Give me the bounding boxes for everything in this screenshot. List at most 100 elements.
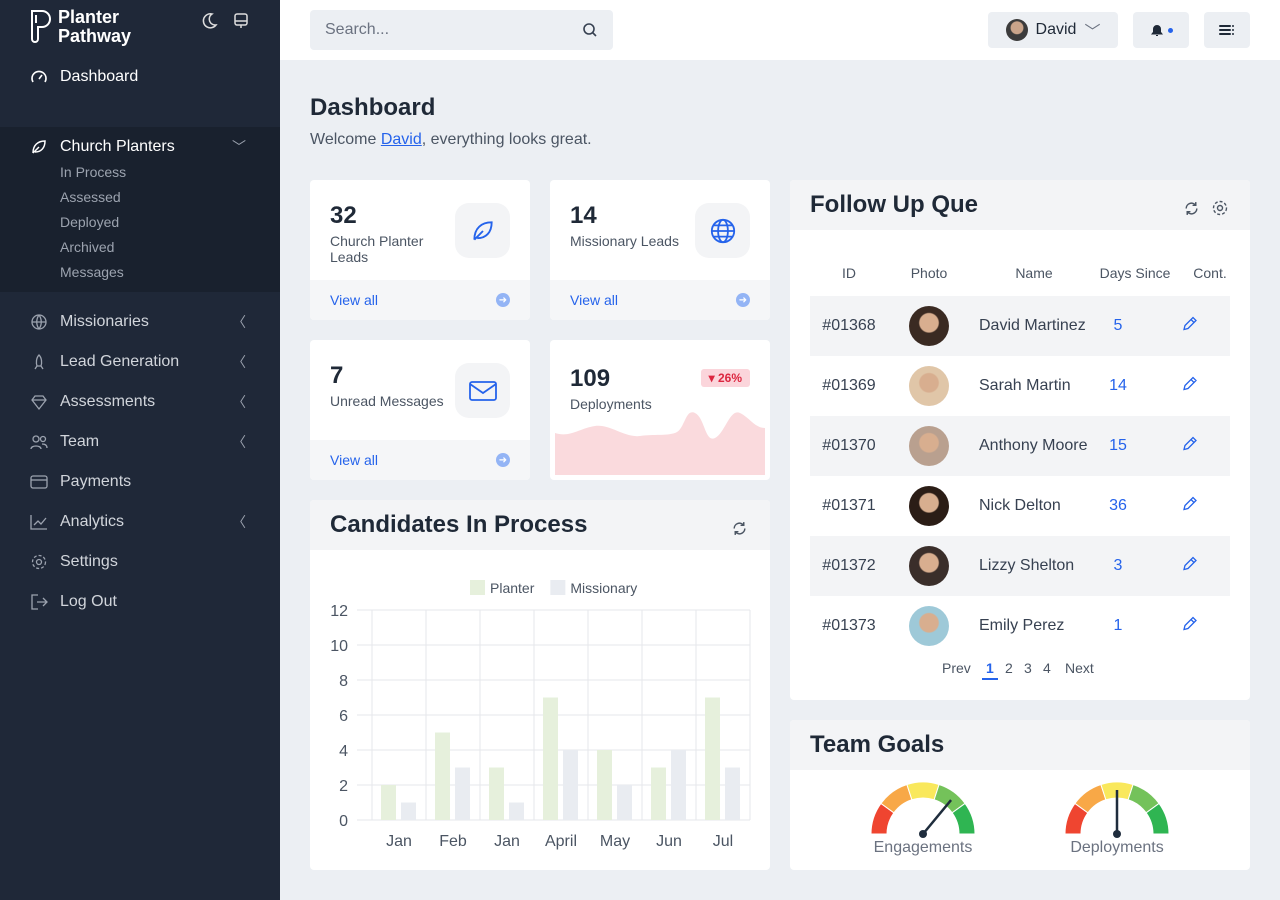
edit-icon[interactable]	[1182, 556, 1198, 577]
pagination-next[interactable]: Next	[1065, 660, 1094, 676]
stat-value: 109	[570, 365, 611, 392]
bar-planter	[381, 785, 396, 820]
team-goals-header: Team Goals	[790, 720, 1250, 770]
row-id: #01368	[822, 317, 876, 334]
x-tick-label: Feb	[439, 833, 467, 850]
pagination-page[interactable]: 4	[1043, 660, 1051, 676]
refresh-icon[interactable]	[731, 516, 748, 544]
stat-value: 14	[570, 202, 597, 229]
pagination-page[interactable]: 3	[1024, 660, 1032, 676]
sidebar-item-label: Analytics	[60, 513, 125, 530]
sidebar-item-label: Settings	[60, 553, 118, 570]
edit-icon[interactable]	[1182, 316, 1198, 337]
stat-label: Unread Messages	[330, 393, 444, 409]
x-tick-label: Jan	[386, 833, 412, 850]
view-all-link[interactable]: View all ➜	[550, 280, 770, 320]
follow-up-card: Follow Up Que ID Photo Name Days Since Cont.…	[790, 180, 1250, 700]
chevron-left-icon: 〈	[232, 514, 246, 530]
edit-icon[interactable]	[1182, 436, 1198, 457]
y-tick-label: 6	[339, 708, 348, 725]
sidebar-item-missionaries[interactable]: Missionaries 〈	[0, 302, 280, 342]
refresh-icon[interactable]	[1183, 196, 1200, 224]
edit-icon[interactable]	[1182, 376, 1198, 397]
church-planters-submenu: In Process Assessed Deployed Archived Me…	[0, 127, 280, 292]
welcome-user-link[interactable]: David	[380, 131, 422, 148]
user-menu-button[interactable]: David ﹀	[988, 12, 1118, 48]
bar-missionary	[455, 767, 470, 820]
x-tick-label: May	[600, 833, 630, 850]
page-title: Dashboard	[310, 94, 436, 121]
view-all-label: View all	[570, 292, 618, 308]
search-icon[interactable]	[582, 22, 598, 38]
y-tick-label: 10	[330, 638, 348, 655]
welcome-message: Welcome David, everything looks great.	[310, 131, 592, 149]
view-all-link[interactable]: View all ➜	[310, 280, 530, 320]
brand-line-2: Pathway	[58, 26, 132, 46]
sidebar-toggle-icon[interactable]	[232, 12, 250, 35]
submenu-messages[interactable]: Messages	[60, 264, 124, 280]
y-tick-label: 8	[339, 673, 348, 690]
pagination-page[interactable]: 2	[1005, 660, 1013, 676]
x-tick-label: April	[545, 833, 577, 850]
row-days-since: 1	[1113, 617, 1123, 634]
logo[interactable]: Planter Pathway	[30, 8, 131, 46]
table-row: #01370 Anthony Moore 15	[810, 416, 1230, 476]
pagination-prev[interactable]: Prev	[942, 660, 971, 676]
edit-icon[interactable]	[1182, 616, 1198, 637]
row-id: #01370	[822, 437, 876, 454]
bell-icon	[1150, 25, 1163, 36]
gauge-hub	[919, 830, 927, 838]
bar-missionary	[671, 750, 686, 820]
submenu-deployed[interactable]: Deployed	[60, 214, 120, 230]
pagination-page[interactable]: 1	[982, 660, 998, 680]
logo-icon	[31, 10, 51, 43]
table-row: #01373 Emily Perez 1	[810, 596, 1230, 656]
stat-card-missionary-leads: 14 Missionary Leads View all ➜	[550, 180, 770, 320]
leaf-icon	[32, 140, 46, 154]
table-row: #01372 Lizzy Shelton 3	[810, 536, 1230, 596]
bar-planter	[651, 767, 666, 820]
submenu-in-process[interactable]: In Process	[60, 164, 127, 180]
menu-button[interactable]	[1204, 12, 1250, 48]
gauge-deployments	[1064, 781, 1170, 838]
edit-icon[interactable]	[1182, 496, 1198, 517]
sidebar-item-dashboard[interactable]: Dashboard	[0, 57, 280, 97]
bar-missionary	[509, 802, 524, 820]
sidebar-item-church-planters[interactable]: Church Planters ﹀	[0, 127, 280, 167]
deployments-sparkline	[555, 412, 765, 475]
submenu-archived[interactable]: Archived	[60, 239, 115, 255]
sidebar-item-lead-generation[interactable]: Lead Generation 〈	[0, 342, 280, 382]
sidebar: Planter Pathway Dashboard In Process Asse…	[0, 0, 280, 900]
row-id: #01372	[822, 557, 876, 574]
candidates-card: Candidates In Process 0 2 4 6 8 10 12 Jan Feb Jan…	[310, 500, 770, 870]
sidebar-item-analytics[interactable]: Analytics 〈	[0, 502, 280, 542]
view-all-link[interactable]: View all ➜	[310, 440, 530, 480]
sidebar-item-payments[interactable]: Payments	[0, 462, 280, 502]
envelope-icon	[455, 363, 510, 418]
avatar	[909, 426, 949, 466]
sidebar-item-log-out[interactable]: Log Out	[0, 582, 280, 622]
legend-swatch	[470, 580, 485, 595]
x-tick-label: Jul	[713, 833, 733, 850]
row-name: David Martinez	[979, 317, 1086, 334]
search-placeholder: Search...	[325, 21, 390, 38]
search-input[interactable]: Search...	[310, 10, 613, 50]
gauge-label: Engagements	[873, 839, 973, 856]
gear-icon[interactable]	[1211, 196, 1229, 224]
arrow-right-icon: ➜	[496, 293, 510, 307]
notifications-button[interactable]	[1133, 12, 1189, 48]
team-goals-card: Team Goals Engagements Deployments	[790, 720, 1250, 870]
submenu-assessed[interactable]: Assessed	[60, 189, 121, 205]
bar-planter	[489, 767, 504, 820]
row-id: #01369	[822, 377, 876, 394]
sidebar-item-settings[interactable]: Settings	[0, 542, 280, 582]
avatar	[909, 546, 949, 586]
bar-missionary	[617, 785, 632, 820]
sidebar-item-assessments[interactable]: Assessments 〈	[0, 382, 280, 422]
bar-planter	[435, 732, 450, 820]
moon-icon[interactable]	[200, 12, 218, 35]
sidebar-item-label: Assessments	[60, 393, 156, 410]
row-id: #01373	[822, 617, 876, 634]
gauge-icon	[31, 70, 47, 83]
sidebar-item-team[interactable]: Team 〈	[0, 422, 280, 462]
